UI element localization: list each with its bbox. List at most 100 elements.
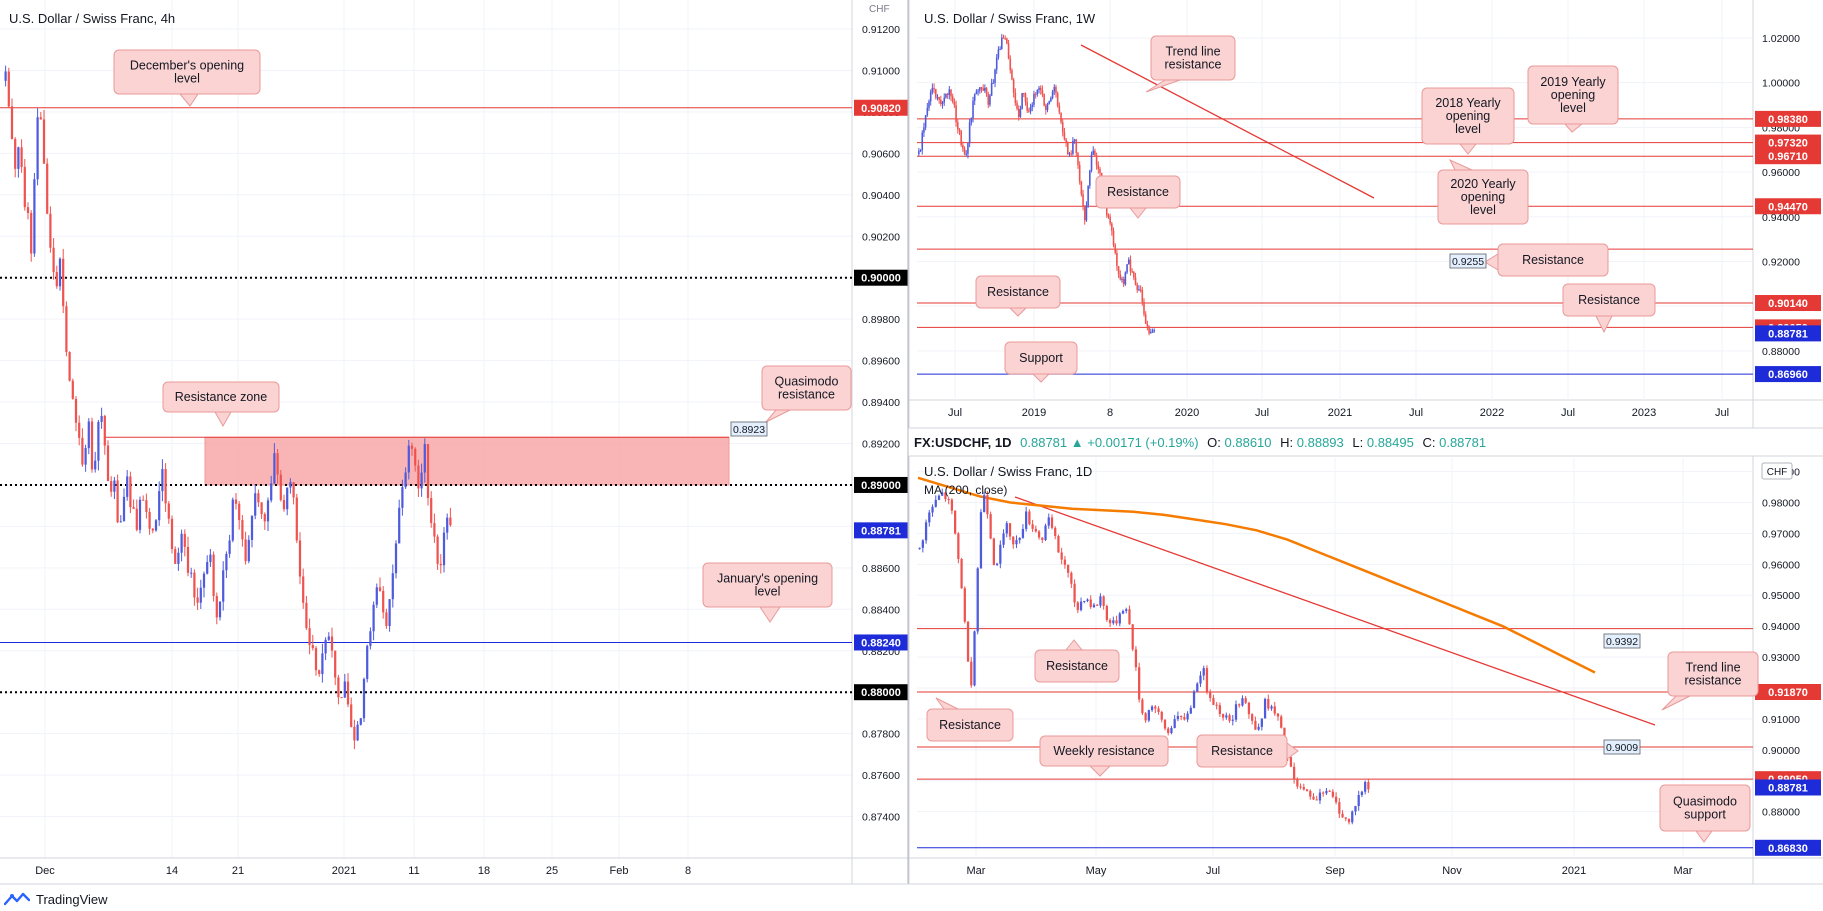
candle-body: [138, 499, 142, 530]
price-label-box: [854, 684, 908, 701]
time-tick-label: Jul: [948, 407, 962, 419]
candle-body: [1070, 572, 1073, 584]
callout-box: [1667, 651, 1759, 697]
candle-body: [1273, 706, 1276, 714]
daily-price-axis[interactable]: 0.990000.980000.970000.960000.950000.940…: [1762, 467, 1800, 819]
candle-body: [350, 704, 353, 727]
candle-body: [250, 515, 254, 540]
candle-body: [1139, 289, 1142, 291]
candle-body: [947, 499, 950, 501]
weekly-title: U.S. Dollar / Swiss Franc, 1W: [924, 11, 1096, 26]
candle-body: [965, 153, 968, 155]
candle-body: [30, 213, 33, 254]
candle-body: [324, 639, 327, 654]
candle-body: [951, 96, 954, 102]
h4-price-axis[interactable]: 0.912000.910000.908000.906000.904000.902…: [862, 24, 900, 824]
candle-body: [918, 547, 921, 549]
candle-body: [1351, 811, 1354, 823]
candle-body: [87, 421, 90, 449]
candle-body: [1167, 728, 1170, 734]
time-tick-label: Feb: [610, 865, 629, 877]
price-label-text: 0.90820: [861, 103, 901, 115]
candle-body: [1260, 718, 1263, 727]
candle-body: [158, 491, 161, 521]
weekly-value-tag-text: 0.9255: [1452, 256, 1484, 268]
candle-body: [212, 554, 215, 596]
daily-symbol-header: FX:USDCHF, 1D 0.88781 ▲ +0.00171 (+0.19%…: [914, 435, 1486, 450]
candle-body: [1072, 140, 1074, 154]
callout-text: December's opening level: [130, 59, 244, 86]
candle-body: [1023, 93, 1025, 95]
candle-body: [129, 476, 132, 508]
time-tick-label: Jul: [1715, 407, 1729, 419]
candle-body: [71, 380, 74, 399]
candle-body: [244, 539, 247, 562]
weekly-time-axis[interactable]: Jul 2019 8 2020 Jul 2021 Jul 2022 Jul 2023 Jul: [948, 407, 1729, 419]
candle-body: [1121, 279, 1123, 281]
candle-body: [228, 540, 231, 554]
candle-body: [1153, 329, 1155, 332]
candle-body: [65, 306, 68, 352]
callout-line: Resistance: [1578, 293, 1640, 307]
candle-body: [1007, 43, 1010, 59]
time-tick-label: Mar: [967, 865, 986, 877]
candle-body: [1170, 728, 1173, 734]
candle-body: [995, 563, 999, 565]
callout-line: resistance: [778, 388, 835, 402]
candle-body: [215, 595, 218, 618]
candle-body: [1047, 517, 1050, 526]
daily-time-axis[interactable]: Mar May Jul Sep Nov 2021 Mar: [967, 865, 1693, 877]
callout-line: level: [1560, 101, 1586, 115]
candle-body: [404, 472, 407, 488]
candle-body: [960, 559, 963, 589]
time-tick-label: 2019: [1022, 407, 1046, 419]
candle-body: [1108, 619, 1112, 624]
candle-body: [1029, 106, 1032, 112]
daily-currency-badge[interactable]: CHF: [1761, 462, 1793, 480]
callout-box: [1527, 65, 1619, 125]
callout: Resistance: [975, 275, 1061, 317]
callout-line: Resistance: [1046, 659, 1108, 673]
candle-body: [199, 587, 202, 603]
price-tick-label: 0.93000: [1762, 652, 1800, 664]
callout-text: Resistance: [987, 285, 1049, 299]
candle-body: [1189, 707, 1192, 714]
candle-body: [1147, 710, 1150, 721]
candle-body: [1045, 105, 1047, 110]
footer-brand[interactable]: TradingView: [0, 888, 204, 910]
candle-body: [1121, 611, 1125, 614]
candle-body: [1079, 601, 1083, 611]
candle-body: [1234, 704, 1238, 720]
candle-body: [106, 445, 110, 481]
candle-body: [247, 539, 250, 562]
price-label-box: [1755, 366, 1821, 383]
candle-body: [1046, 104, 1049, 110]
h4-time-axis[interactable]: Dec 14 21 2021 11 18 25 Feb 8: [35, 865, 691, 877]
candle-body: [1019, 109, 1022, 117]
candle-body: [1102, 596, 1105, 606]
candle-body: [1257, 726, 1260, 730]
candle-body: [1318, 792, 1322, 801]
candle-body: [1038, 87, 1040, 90]
daily-c-label: C:: [1422, 435, 1435, 450]
candle-body: [1173, 719, 1176, 729]
candle-body: [1183, 716, 1186, 720]
candle-body: [177, 552, 180, 564]
h4-plot-area[interactable]: [0, 0, 852, 858]
candle-body: [970, 661, 973, 686]
candle-body: [941, 492, 944, 496]
weekly-plot-area[interactable]: [917, 0, 1753, 400]
price-tick-label: 0.87800: [862, 729, 900, 741]
candle-body: [314, 648, 318, 671]
candle-body: [234, 499, 238, 504]
candle-body: [449, 517, 452, 526]
candle-body: [420, 472, 423, 489]
weekly-price-labels: 0.983800.973200.967100.944700.901400.890…: [1755, 110, 1821, 383]
time-tick-label: 21: [232, 865, 244, 877]
candle-body: [132, 507, 135, 509]
candle-body: [14, 139, 17, 169]
candle-body: [1115, 620, 1118, 624]
price-label-box: [1755, 134, 1821, 151]
price-label-box: [1755, 295, 1821, 312]
candle-body: [1151, 331, 1154, 333]
